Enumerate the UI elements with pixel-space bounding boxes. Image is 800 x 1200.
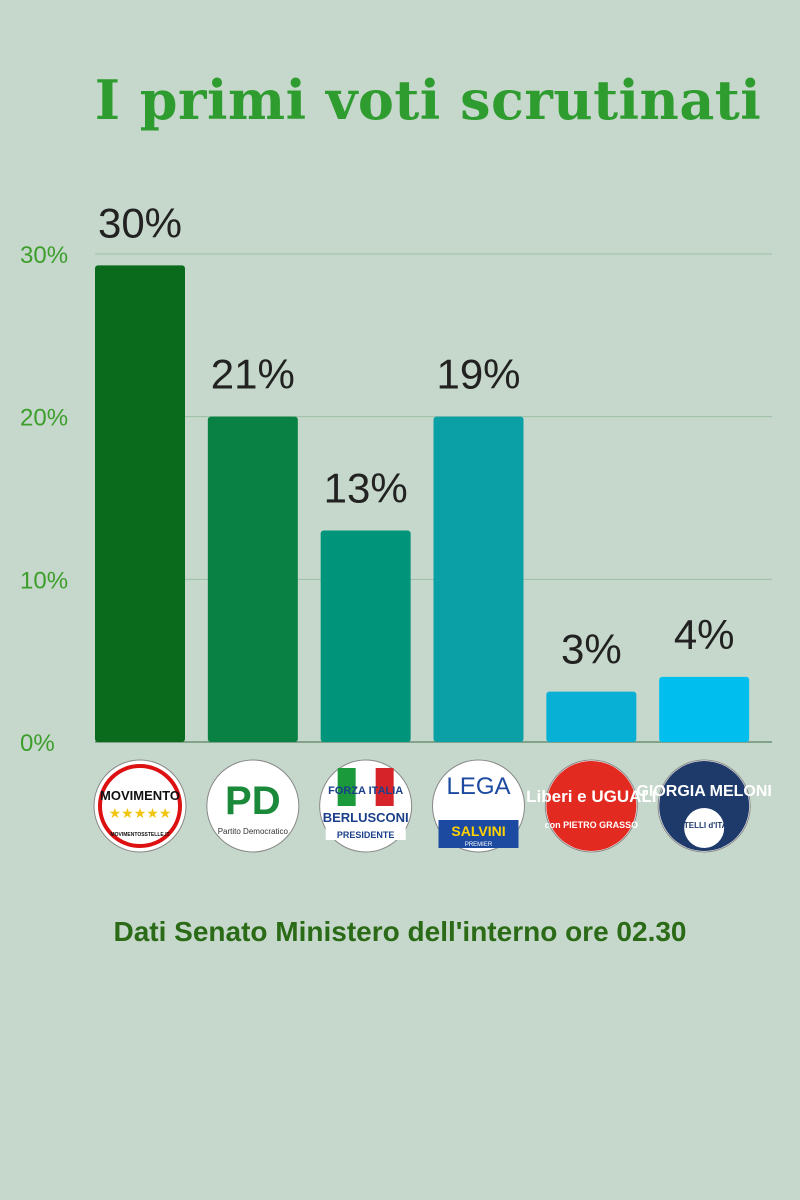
logo-text: SALVINI (451, 823, 505, 839)
logo-inner (684, 808, 725, 848)
bar (659, 676, 750, 742)
stars-icon: ★★★★★ (109, 806, 172, 822)
logo-text: MOVIMENTOSSTELLE.IT (110, 832, 169, 838)
logo-circle (93, 759, 187, 853)
bar-value-label: 13% (324, 465, 408, 512)
bar-chart: 0% 10% 20% 30% 30% 21% 13% 19% 3% 4% MOVIMENTO ★★★★… (20, 199, 772, 853)
partito-democratico-logo: PD Partito Democratico (206, 759, 300, 853)
logo-text: PRESIDENTE (337, 830, 395, 840)
bar (320, 530, 411, 742)
flag-green (337, 768, 356, 806)
bar (207, 416, 298, 742)
logo-text: Partito Democratico (218, 827, 289, 836)
y-tick-label: 20% (20, 405, 68, 432)
logo-circle (206, 759, 300, 853)
logo-text: GIORGIA MELONI (636, 783, 771, 800)
y-tick-label: 30% (20, 242, 68, 269)
forza-italia-logo: FORZA ITALIA BERLUSCONI PRESIDENTE (319, 759, 413, 853)
bar-value-label: 21% (211, 351, 295, 398)
logo-text: LEGA (446, 773, 510, 800)
logo-band (438, 820, 519, 848)
chart-title: I primi voti scrutinati (94, 68, 762, 132)
y-tick-label: 10% (20, 567, 68, 594)
logo-fill (546, 761, 637, 851)
logo-ring (98, 764, 182, 848)
logo-text: FORZA ITALIA (328, 785, 403, 797)
bar-value-label: 4% (674, 611, 735, 658)
y-tick-label: 0% (20, 730, 55, 757)
flag-red (375, 768, 394, 806)
bar-value-label: 3% (561, 626, 622, 673)
bar-value-label: 19% (436, 351, 520, 398)
logo-text: Liberi e UGUALI (526, 787, 656, 806)
bar (95, 265, 185, 742)
logo-text: BERLUSCONI (323, 810, 409, 825)
logo-text: PD (225, 779, 281, 823)
logo-fill (659, 761, 750, 851)
logo-text: con PIETRO GRASSO (545, 820, 639, 830)
movimento-5-stelle-logo: MOVIMENTO ★★★★★ MOVIMENTOSSTELLE.IT (93, 759, 187, 853)
bar (546, 691, 637, 742)
logo-text: MOVIMENTO (100, 788, 180, 803)
data-source-note: Dati Senato Ministero dell'interno ore 0… (113, 916, 687, 947)
bar-value-label: 30% (98, 199, 182, 246)
logo-band (325, 806, 406, 840)
bar (433, 416, 524, 742)
fratelli-d-italia-logo: GIORGIA MELONI FRATELLI d'ITALIA (636, 759, 772, 853)
logo-text: FRATELLI d'ITALIA (668, 821, 740, 830)
lega-logo: LEGA SALVINI PREMIER (432, 759, 525, 853)
liberi-e-uguali-logo: Liberi e UGUALI con PIETRO GRASSO (526, 759, 657, 853)
logo-text: PREMIER (465, 842, 493, 848)
